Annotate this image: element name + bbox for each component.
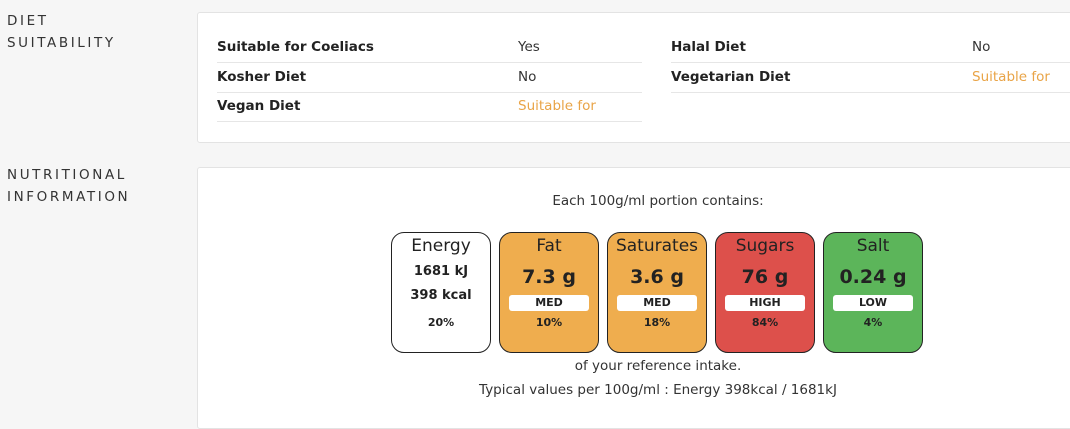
reference-intake-text: of your reference intake. [574,358,742,374]
nutrient-percent: 84% [751,316,779,329]
energy-kj: 1681 kJ [413,264,469,279]
diet-value: No [972,39,991,55]
diet-value: Yes [518,39,540,55]
diet-suitability-heading: DIET SUITABILITY [7,10,116,54]
nutrient-amount: 0.24 g [839,266,907,288]
nutrition-heading-line1: NUTRITIONAL [7,167,127,183]
level-badge: LOW [833,295,913,311]
nutritional-information-heading: NUTRITIONAL INFORMATION [7,164,130,208]
diet-row-vegan: Vegan Diet Suitable for [217,92,642,122]
nutrient-amount: 7.3 g [522,266,576,288]
diet-heading-line2: SUITABILITY [7,35,116,51]
typical-values-text: Typical values per 100g/ml : Energy 398k… [479,382,837,398]
nutrient-percent: 10% [535,316,563,329]
energy-percent: 20% [427,316,455,329]
fat-tile: Fat 7.3 g MED 10% [499,232,599,353]
salt-tile: Salt 0.24 g LOW 4% [823,232,923,353]
nutrient-percent: 18% [643,316,671,329]
nutrient-amount: 3.6 g [630,266,684,288]
sugars-tile: Sugars 76 g HIGH 84% [715,232,815,353]
nutrient-name: Salt [856,236,890,256]
nutrient-name: Sugars [735,236,795,256]
nutrient-name: Saturates [615,236,699,256]
energy-tile: Energy 1681 kJ 398 kcal 20% [391,232,491,353]
diet-suitability-card: Suitable for Coeliacs Yes Kosher Diet No… [197,12,1070,143]
diet-label: Kosher Diet [217,69,307,85]
diet-row-kosher: Kosher Diet No [217,63,642,93]
nutrient-percent: 4% [863,316,883,329]
diet-label: Halal Diet [671,39,746,55]
diet-label: Vegetarian Diet [671,69,791,85]
diet-row-halal: Halal Diet No [671,33,1070,63]
diet-value: Suitable for [972,69,1050,85]
diet-label: Suitable for Coeliacs [217,39,374,55]
level-badge: MED [617,295,697,311]
diet-value: Suitable for [518,98,596,114]
saturates-tile: Saturates 3.6 g MED 18% [607,232,707,353]
nutritional-information-card: Each 100g/ml portion contains: Energy 16… [197,167,1070,429]
diet-row-vegetarian: Vegetarian Diet Suitable for [671,63,1070,93]
nutrient-amount: 76 g [741,266,789,288]
level-badge: MED [509,295,589,311]
energy-name: Energy [411,236,471,256]
level-badge: HIGH [725,295,805,311]
diet-value: No [518,69,537,85]
diet-row-coeliacs: Suitable for Coeliacs Yes [217,33,642,63]
nutrition-heading-line2: INFORMATION [7,189,131,205]
diet-heading-line1: DIET [7,13,49,29]
portion-text: Each 100g/ml portion contains: [552,193,764,209]
energy-kcal: 398 kcal [410,288,472,303]
diet-label: Vegan Diet [217,98,301,114]
nutrient-name: Fat [536,236,562,256]
